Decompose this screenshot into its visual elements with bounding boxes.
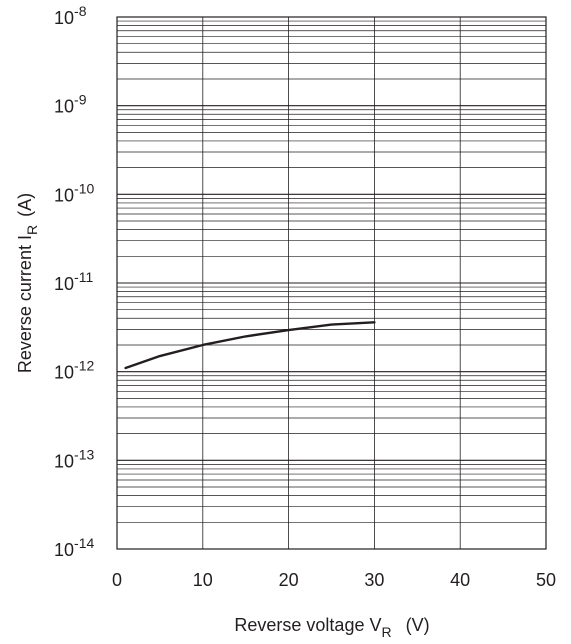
x-tick-labels: 0 10 20 30 40 50 bbox=[112, 570, 556, 590]
y-tick-label: 10-12 bbox=[54, 358, 94, 383]
y-tick-exponent: -13 bbox=[74, 446, 94, 462]
x-tick-label: 30 bbox=[364, 570, 384, 590]
y-tick-base: 10 bbox=[54, 451, 74, 471]
x-tick-label: 20 bbox=[279, 570, 299, 590]
y-tick-label: 10-9 bbox=[54, 92, 87, 117]
x-tick-label: 40 bbox=[450, 570, 470, 590]
x-axis-label: Reverse voltage VR (V) bbox=[234, 615, 429, 640]
y-tick-base: 10 bbox=[54, 363, 74, 383]
x-tick-label: 10 bbox=[193, 570, 213, 590]
y-axis-label-text: Reverse current I bbox=[15, 235, 35, 373]
y-tick-exponent: -11 bbox=[74, 269, 93, 285]
x-axis-label-unit: (V) bbox=[406, 615, 430, 635]
y-tick-exponent: -10 bbox=[74, 180, 94, 196]
y-tick-exponent: -14 bbox=[74, 535, 94, 551]
y-tick-base: 10 bbox=[54, 97, 74, 117]
y-axis-label-unit: (A) bbox=[15, 193, 35, 217]
x-axis-label-text: Reverse voltage V bbox=[234, 615, 381, 635]
y-tick-label: 10-14 bbox=[54, 535, 94, 560]
series-line bbox=[124, 321, 376, 370]
y-axis-label: Reverse current IR (A) bbox=[15, 193, 40, 373]
y-tick-exponent: -8 bbox=[74, 3, 87, 19]
y-tick-exponent: -12 bbox=[74, 358, 94, 374]
x-tick-label: 0 bbox=[112, 570, 122, 590]
y-tick-label: 10-10 bbox=[54, 180, 94, 205]
series-layer bbox=[124, 321, 376, 370]
plot-frame bbox=[116, 16, 547, 550]
y-tick-label: 10-8 bbox=[54, 3, 87, 28]
y-tick-label: 10-11 bbox=[54, 269, 93, 294]
y-tick-base: 10 bbox=[54, 185, 74, 205]
y-axis-label-subscript: R bbox=[24, 225, 40, 235]
y-tick-base: 10 bbox=[54, 540, 74, 560]
grid bbox=[117, 17, 546, 549]
y-tick-base: 10 bbox=[54, 8, 74, 28]
y-tick-base: 10 bbox=[54, 274, 74, 294]
x-axis-label-subscript: R bbox=[381, 624, 391, 640]
x-tick-label: 50 bbox=[536, 570, 556, 590]
y-tick-label: 10-13 bbox=[54, 446, 94, 471]
y-tick-exponent: -9 bbox=[74, 92, 87, 108]
